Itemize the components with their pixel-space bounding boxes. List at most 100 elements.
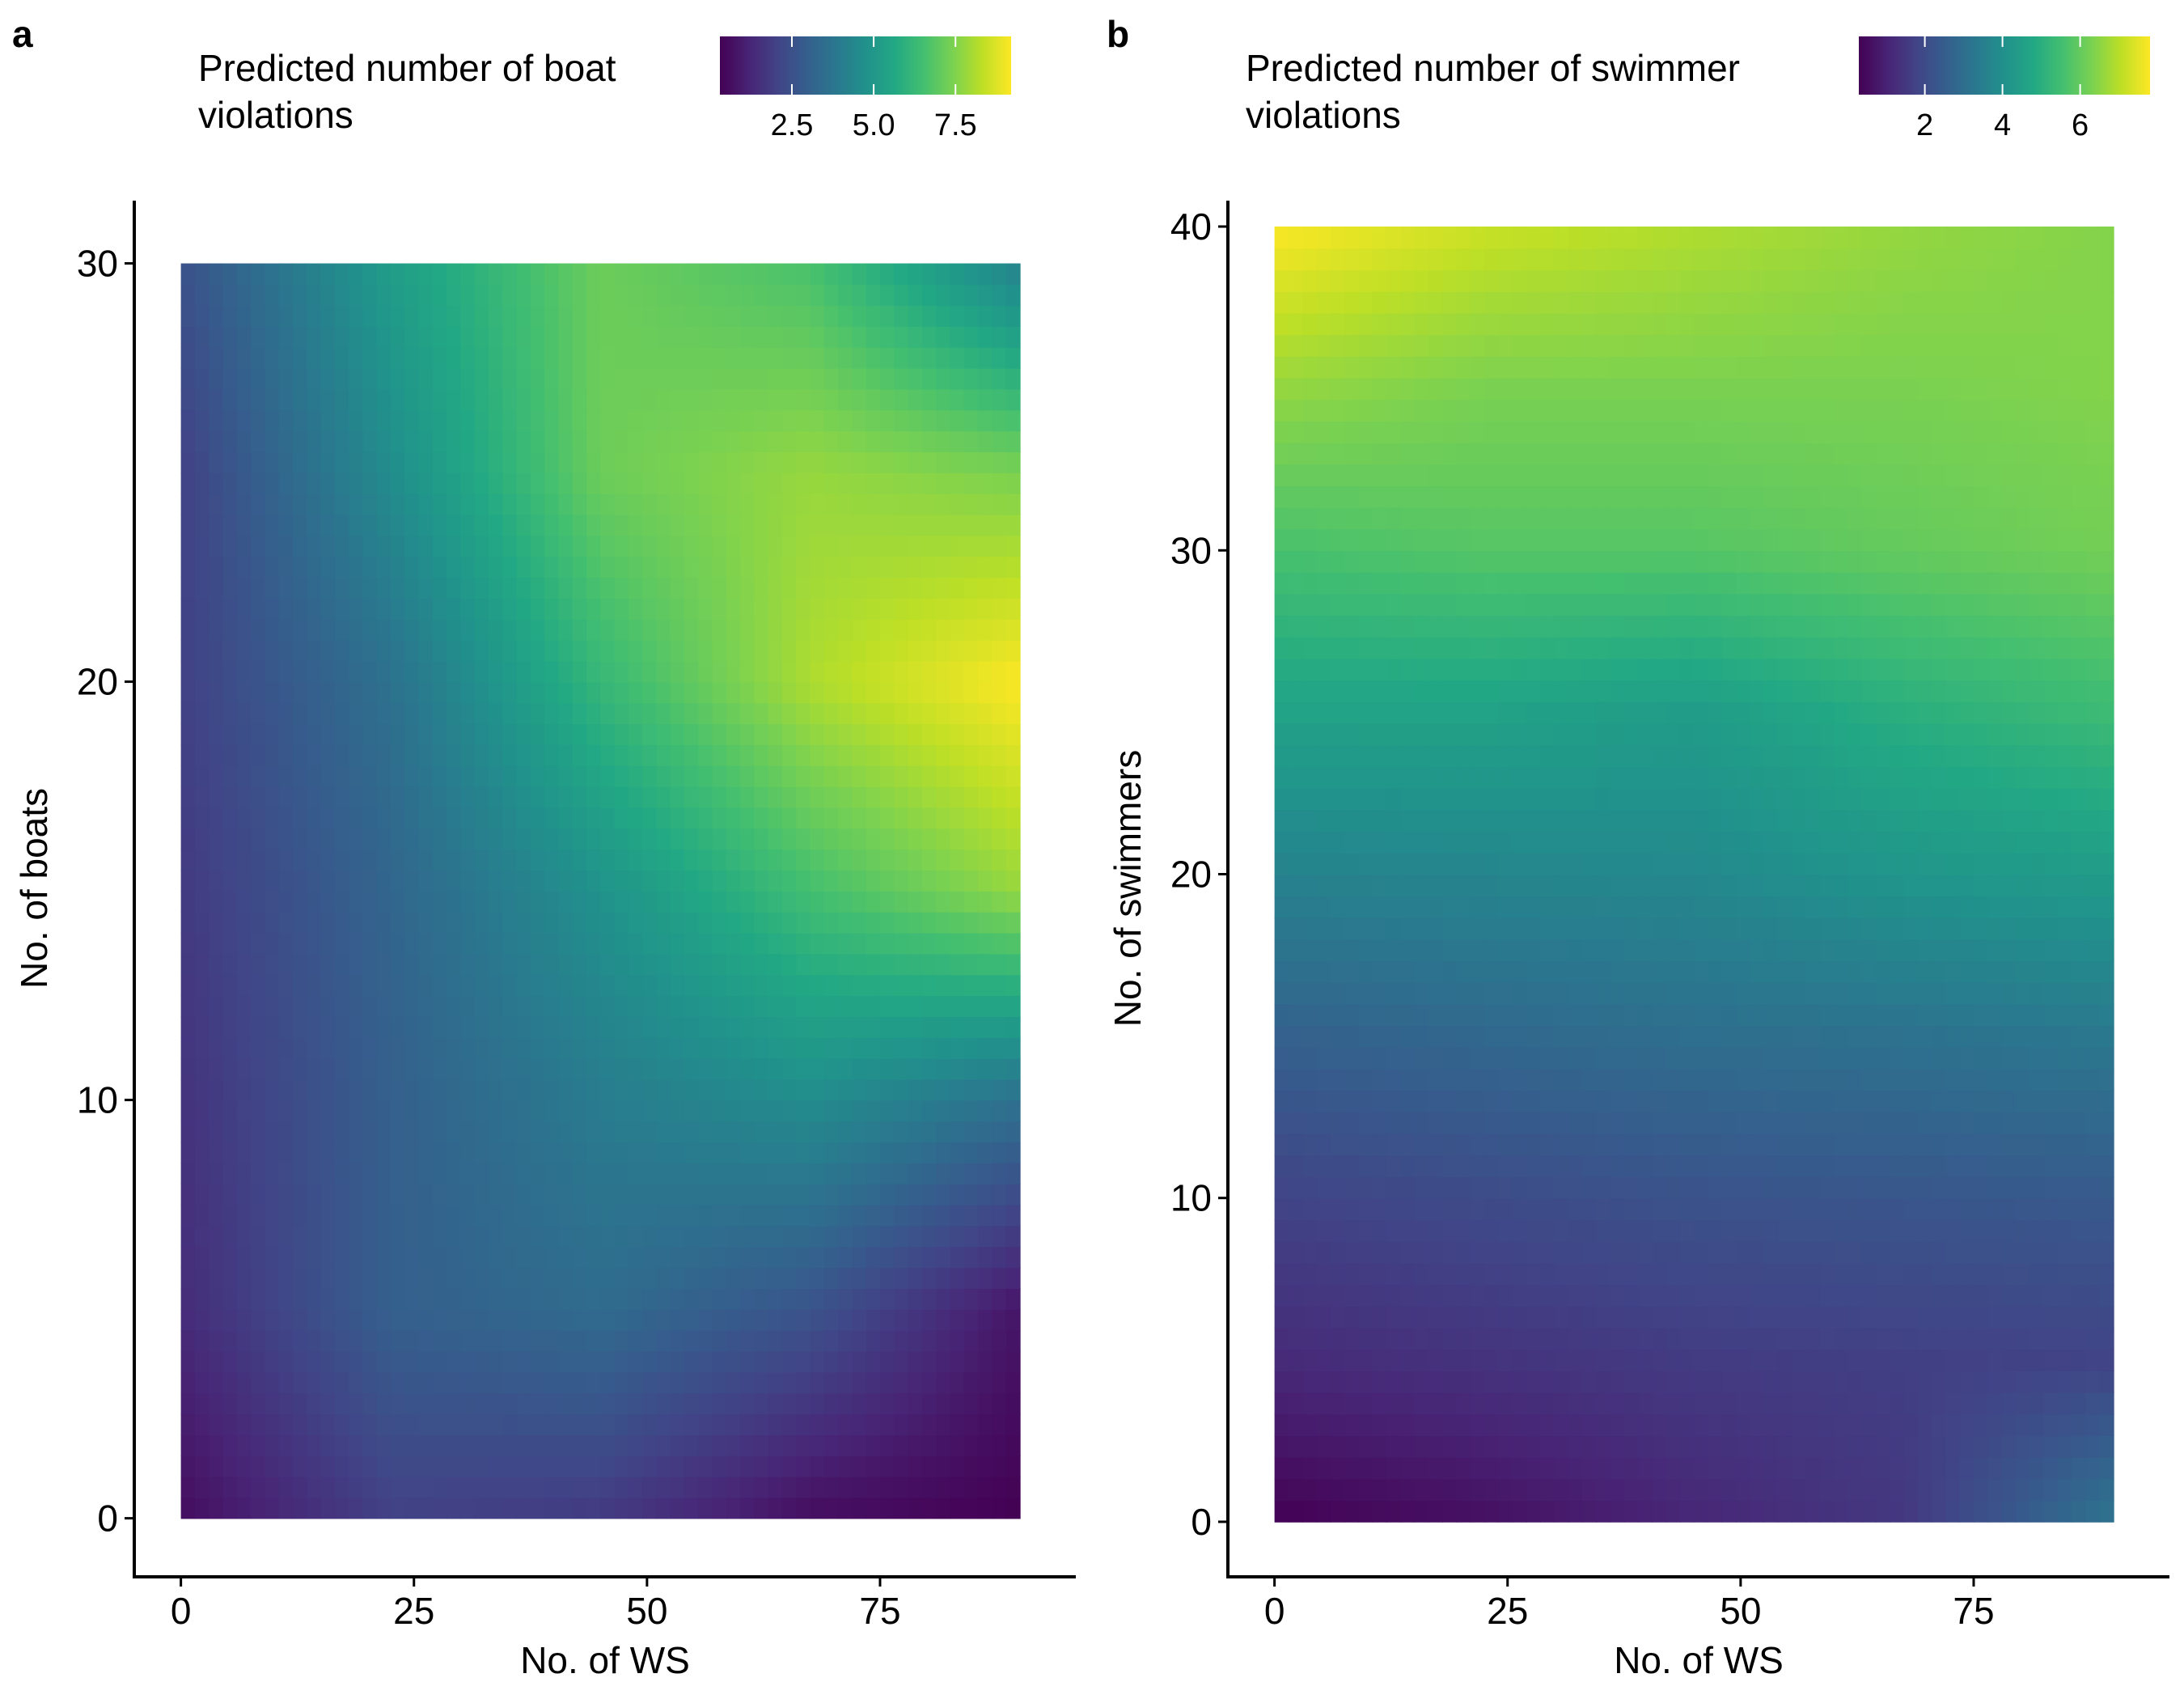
panel-a-heatmap-cell — [320, 660, 336, 683]
panel-a-heatmap-cell — [251, 1288, 266, 1310]
panel-b-heatmap-cell — [2030, 1219, 2045, 1242]
panel-a-heatmap-cell — [781, 1267, 798, 1290]
panel-b-heatmap-cell — [1610, 1090, 1625, 1112]
panel-a-heatmap-cell — [726, 1078, 741, 1101]
panel-a-heatmap-cell — [852, 472, 867, 494]
panel-a-heatmap-cell — [362, 263, 378, 286]
panel-a-heatmap-cell — [362, 891, 378, 913]
panel-a-heatmap-cell — [236, 1057, 252, 1080]
panel-a-heatmap-cell — [698, 367, 713, 390]
panel-a-heatmap-cell — [977, 493, 993, 515]
panel-a-heatmap-cell — [726, 786, 741, 808]
panel-a-heatmap-cell — [726, 472, 741, 494]
panel-a-heatmap-cell — [516, 367, 531, 390]
panel-b-heatmap-cell — [1945, 1413, 1961, 1437]
panel-a-heatmap-cell — [838, 263, 853, 286]
panel-a-heatmap-cell — [810, 1078, 825, 1101]
panel-a-heatmap-cell — [698, 1497, 713, 1519]
panel-a-heatmap-cell — [879, 493, 895, 515]
panel-a-heatmap-cell — [823, 305, 839, 327]
panel-a-heatmap-cell — [823, 1078, 839, 1101]
panel-a-heatmap-cell — [334, 870, 349, 892]
panel-b-heatmap-cell — [1358, 1262, 1373, 1286]
panel-a-heatmap-cell — [194, 1037, 210, 1059]
panel-a-heatmap-cell — [180, 451, 196, 473]
panel-b-heatmap-cell — [1959, 1435, 1974, 1458]
panel-b-heatmap-cell — [1526, 1284, 1541, 1307]
panel-a-heatmap-cell — [390, 870, 406, 892]
panel-a-heatmap-cell — [879, 1204, 895, 1227]
panel-a-heatmap-cell — [992, 1476, 1007, 1498]
panel-a-heatmap-cell — [838, 765, 853, 787]
panel-a-heatmap-cell — [642, 556, 658, 578]
panel-a-heatmap-cell — [488, 974, 504, 997]
panel-a-heatmap-cell — [502, 1497, 518, 1519]
panel-a-heatmap-cell — [376, 1371, 392, 1394]
panel-b-heatmap-cell — [1414, 1327, 1429, 1350]
panel-a-heatmap-cell — [684, 1037, 700, 1059]
panel-a-heatmap-cell — [823, 1184, 839, 1205]
panel-b-heatmap-cell — [1777, 1111, 1793, 1134]
panel-a-heatmap-cell — [530, 660, 545, 683]
panel-b-heatmap-cell — [1777, 1478, 1793, 1502]
panel-b-heatmap-cell — [2015, 1111, 2030, 1134]
panel-b-heatmap-cell — [1917, 1241, 1932, 1264]
panel-a-heatmap-cell — [334, 765, 349, 787]
panel-a-heatmap-cell — [614, 723, 629, 745]
panel-a-heatmap-cell — [950, 1225, 965, 1248]
panel-b-heatmap-cell — [1358, 1111, 1373, 1134]
panel-b-heatmap-cell — [1973, 1111, 1989, 1134]
panel-a-heatmap-cell — [516, 619, 531, 641]
panel-b-heatmap-cell — [1414, 1478, 1429, 1502]
panel-a-heatmap-cell — [796, 284, 811, 307]
panel-b-heatmap-cell — [1973, 1478, 1989, 1502]
panel-a-heatmap-cell — [194, 305, 210, 327]
panel-b-heatmap-cell — [1875, 1371, 1891, 1393]
panel-a-heatmap-cell — [963, 556, 979, 578]
panel-a-heatmap-cell — [474, 1121, 489, 1143]
panel-a-heatmap-cell — [936, 1246, 951, 1269]
panel-a-heatmap-cell — [362, 995, 378, 1017]
panel-b-heatmap-cell — [2085, 1284, 2101, 1307]
panel-a-heatmap-cell — [516, 598, 531, 620]
panel-a-heatmap-cell — [530, 1434, 545, 1456]
panel-a-heatmap-cell — [921, 1288, 937, 1310]
panel-a-heatmap-cell — [642, 430, 658, 453]
panel-a-heatmap-cell — [838, 1016, 853, 1038]
panel-a-heatmap-cell — [432, 744, 447, 766]
panel-b-heatmap-cell — [1805, 1413, 1821, 1437]
panel-b-heatmap-cell — [1777, 1133, 1793, 1156]
panel-a-heatmap-cell — [516, 639, 531, 662]
panel-a-heatmap-cell — [236, 1455, 252, 1477]
panel-a-heatmap-cell — [614, 619, 629, 641]
panel-b-heatmap-cell — [2085, 1435, 2101, 1458]
panel-a-heatmap-cell — [334, 1057, 349, 1080]
panel-a-heatmap-cell — [251, 1225, 266, 1248]
panel-a-heatmap-cell — [781, 367, 798, 390]
panel-a-heatmap-cell — [544, 493, 560, 515]
panel-b-heatmap-cell — [1679, 1500, 1695, 1523]
panel-a-heatmap-cell — [447, 1246, 462, 1269]
panel-a-heatmap-cell — [894, 849, 909, 871]
panel-a-heatmap-cell — [879, 1497, 895, 1519]
panel-a-heatmap-cell — [362, 1288, 378, 1310]
panel-a-heatmap-cell — [600, 493, 616, 515]
panel-a-heatmap-cell — [544, 911, 560, 934]
panel-a-heatmap-cell — [251, 702, 266, 725]
panel-a-heatmap-cell — [558, 1016, 574, 1038]
panel-a-heatmap-cell — [936, 1309, 951, 1331]
panel-a-heatmap-cell — [447, 995, 462, 1017]
panel-a-heatmap-cell — [251, 619, 266, 641]
panel-a-heatmap-cell — [586, 932, 602, 955]
panel-a-heatmap-cell — [921, 1037, 937, 1059]
panel-a-heatmap-cell — [432, 346, 447, 369]
panel-a-heatmap-cell — [908, 870, 923, 892]
panel-b-heatmap-cell — [1959, 1111, 1974, 1134]
panel-a-heatmap-cell — [194, 1371, 210, 1394]
panel-a-heatmap-cell — [628, 1057, 643, 1080]
panel-a-heatmap-cell — [810, 1016, 825, 1038]
panel-a-heatmap-cell — [502, 849, 518, 871]
panel-a-heatmap-cell — [879, 1434, 895, 1456]
panel-b-heatmap-cell — [1386, 1349, 1402, 1371]
panel-a-heatmap-cell — [265, 1099, 280, 1122]
